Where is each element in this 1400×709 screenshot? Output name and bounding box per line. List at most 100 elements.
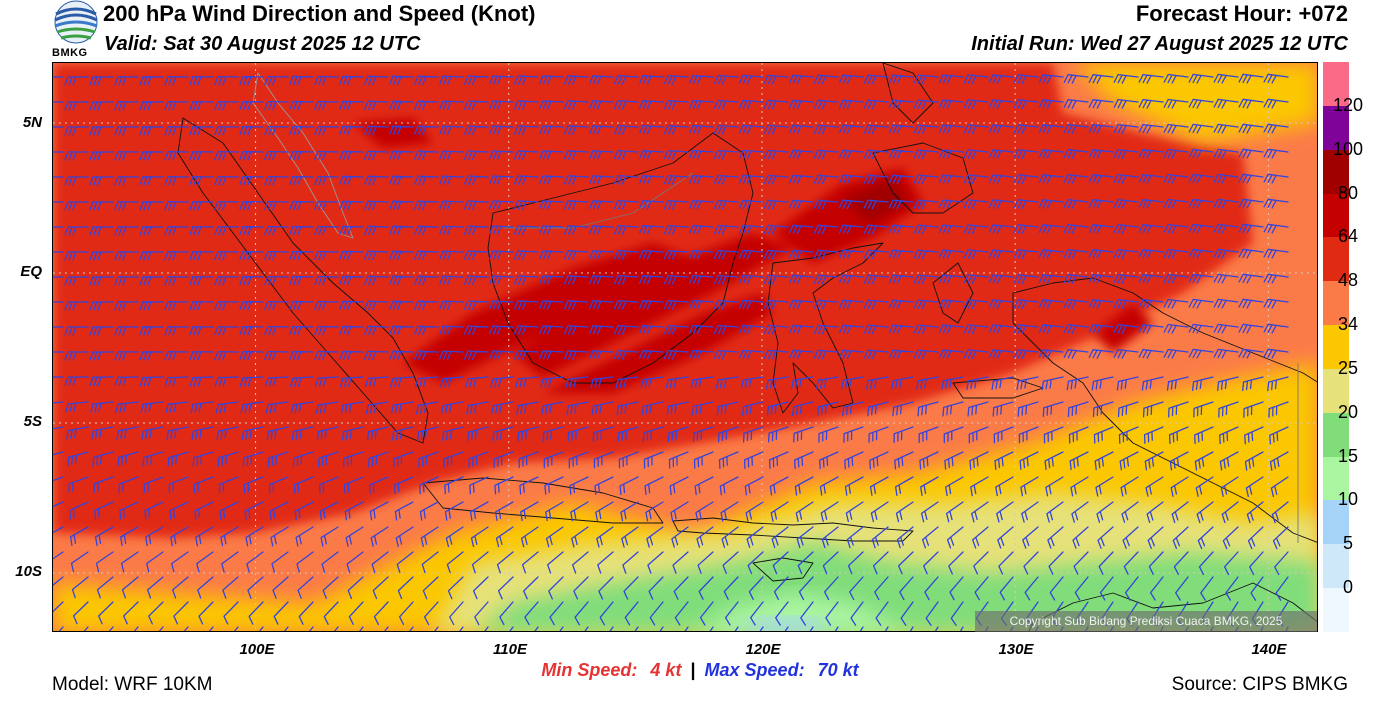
wind-barb (998, 551, 1014, 575)
wind-barb (740, 376, 764, 389)
wind-barb (488, 125, 514, 135)
wind-barb (65, 401, 89, 413)
wind-barb (698, 576, 714, 600)
wind-barb (938, 74, 964, 85)
wind-barb (563, 350, 589, 360)
colorbar-segment (1323, 62, 1349, 107)
wind-barb (364, 250, 389, 261)
wind-barb (838, 199, 864, 210)
wind-barb (314, 175, 339, 186)
wind-barb (900, 601, 914, 626)
wind-barb (723, 576, 739, 600)
wind-barb (1168, 426, 1189, 445)
wind-barb (938, 324, 964, 335)
wind-barb (616, 401, 639, 416)
wind-barb (1269, 451, 1289, 471)
wind-barb (523, 576, 539, 600)
wind-barb (667, 426, 689, 443)
wind-barb (148, 601, 164, 625)
wind-barb (264, 250, 289, 261)
wind-barb (613, 300, 639, 310)
wind-barb (172, 576, 189, 599)
colorbar-segment (1323, 237, 1349, 282)
wind-barb (139, 376, 164, 387)
wind-barb (850, 601, 864, 626)
wind-barb (896, 526, 914, 549)
wind-barb (1238, 98, 1264, 109)
wind-barb (518, 451, 539, 469)
wind-barb (1013, 224, 1039, 234)
wind-barb (264, 376, 289, 387)
wind-barb (147, 576, 164, 599)
wind-barb (1038, 224, 1064, 234)
wind-speed-map (52, 62, 1318, 632)
wind-barb (296, 551, 314, 573)
wind-barb (819, 451, 839, 470)
lat-label-5n: 5N (22, 114, 42, 131)
wind-barb (1138, 198, 1164, 209)
wind-barb (913, 349, 939, 360)
wind-barb (321, 551, 339, 573)
wind-barb (1038, 99, 1064, 109)
wind-barb (684, 626, 689, 631)
wind-barb (1194, 426, 1214, 445)
wind-barb (1191, 376, 1214, 391)
wind-barb (722, 551, 739, 574)
wind-barb (1063, 99, 1089, 109)
wind-barb (597, 551, 614, 574)
wind-barb (164, 76, 189, 86)
wind-barb (666, 401, 689, 416)
wind-barb (214, 250, 239, 261)
wind-barb (784, 626, 789, 631)
wind-barb (1163, 98, 1189, 109)
wind-barb (440, 376, 464, 388)
wind-barb (1113, 248, 1139, 259)
wind-barb (1096, 501, 1114, 523)
wind-barb (114, 201, 139, 211)
max-speed-label: Max Speed: (704, 660, 805, 680)
wind-barb (1063, 74, 1089, 84)
wind-barb (1146, 501, 1164, 523)
wind-barb (233, 626, 239, 631)
wind-barb (1144, 451, 1164, 471)
wind-barb (218, 476, 239, 494)
wind-barb (590, 376, 614, 389)
wind-barb (219, 501, 239, 521)
wind-barb (788, 74, 814, 85)
wind-barb (239, 175, 264, 186)
wind-barb (613, 175, 639, 185)
wind-barb (264, 275, 289, 286)
lat-lon-gridlines (53, 63, 1317, 631)
wind-barb (763, 174, 789, 185)
wind-barb (484, 626, 489, 631)
wind-barb (588, 150, 614, 160)
wind-barb (1238, 248, 1264, 259)
wind-barb (1138, 248, 1164, 259)
wind-barb (171, 551, 189, 573)
wind-barb (64, 251, 89, 261)
wind-barb (314, 325, 339, 336)
wind-barb (838, 224, 864, 235)
wind-barb (264, 100, 289, 111)
wind-barb (139, 351, 164, 361)
wind-barb (1088, 224, 1114, 234)
wind-barb (64, 151, 89, 161)
wind-barb (114, 76, 139, 86)
wind-barb (609, 626, 614, 631)
wind-barb (863, 349, 889, 360)
wind-barb (83, 626, 89, 631)
wind-barb (1194, 451, 1214, 471)
wind-barb (795, 501, 814, 522)
wind-barb (838, 249, 864, 260)
wind-barb (888, 99, 914, 110)
wind-barb (772, 551, 789, 575)
wind-barb (863, 74, 889, 85)
wind-barb (713, 74, 739, 85)
wind-barb (538, 250, 564, 260)
wind-barb (194, 501, 214, 520)
wind-barb (1138, 173, 1164, 184)
wind-barb (838, 74, 864, 85)
wind-barb (114, 226, 139, 236)
wind-barb (459, 626, 464, 631)
wind-barb (738, 349, 764, 360)
